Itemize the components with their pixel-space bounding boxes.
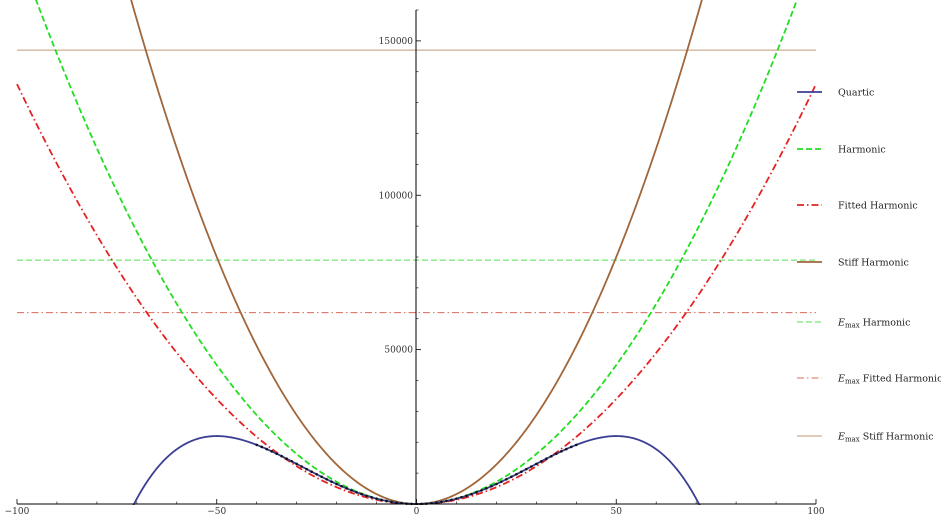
data-point <box>280 454 283 458</box>
data-point <box>525 467 528 471</box>
legend-label: Emax Stiff Harmonic <box>837 432 934 444</box>
legend-label: Quartic <box>838 88 874 99</box>
data-point <box>265 447 268 451</box>
data-point <box>500 480 503 483</box>
data-point <box>475 491 478 494</box>
data-point <box>335 482 338 486</box>
x-tick-label: 50 <box>611 507 623 517</box>
data-point <box>345 487 348 490</box>
data-point <box>285 457 288 461</box>
data-point <box>540 460 543 463</box>
data-point <box>545 457 548 461</box>
data-point <box>565 447 568 451</box>
data-point <box>320 475 323 479</box>
data-point <box>255 443 258 447</box>
data-point <box>390 500 393 504</box>
data-point <box>270 450 273 453</box>
data-point <box>465 494 468 498</box>
data-point <box>520 470 523 474</box>
data-point <box>355 491 358 494</box>
data-point <box>490 484 493 488</box>
legend-label: Fitted Harmonic <box>838 201 918 212</box>
data-point <box>305 467 308 471</box>
data-point <box>385 499 388 503</box>
x-tick-label: −100 <box>5 507 30 517</box>
data-point <box>325 477 328 481</box>
data-point <box>350 489 353 492</box>
data-point <box>395 501 398 504</box>
data-point <box>340 484 343 488</box>
data-point <box>300 465 303 468</box>
data-point <box>295 462 298 466</box>
data-point <box>555 452 558 456</box>
legend-label: Emax Fitted Harmonic <box>837 374 941 386</box>
data-point <box>445 499 448 503</box>
legend: Quartic Harmonic Fitted Harmonic Stiff Harm… <box>797 88 941 444</box>
data-point <box>380 498 383 502</box>
legend-label: Harmonic <box>838 145 886 156</box>
series-line-fitted-harmonic <box>16 83 817 505</box>
data-point <box>550 454 553 458</box>
data-point <box>370 496 373 499</box>
axes: −100 −50 0 50 100 50000 100000 150000 <box>5 9 825 517</box>
y-tick-label: 50000 <box>384 346 413 356</box>
y-tick-label: 150000 <box>379 37 414 47</box>
data-point <box>315 472 318 476</box>
data-point <box>330 480 333 483</box>
data-point <box>460 496 463 499</box>
data-point <box>290 460 293 463</box>
data-point <box>310 470 313 474</box>
data-point <box>515 472 518 476</box>
data-point <box>560 450 563 453</box>
data-point <box>570 445 573 449</box>
x-tick-label: −50 <box>207 507 226 517</box>
data-point <box>275 452 278 456</box>
x-tick-label: 100 <box>807 507 824 517</box>
legend-label: Emax Harmonic <box>837 318 910 330</box>
data-point <box>375 497 378 500</box>
legend-label: Stiff Harmonic <box>838 258 909 269</box>
data-point <box>260 445 263 449</box>
data-point <box>360 492 363 496</box>
data-point <box>575 443 578 447</box>
data-point <box>535 462 538 466</box>
data-point <box>495 482 498 486</box>
data-point <box>470 492 473 496</box>
data-point <box>455 497 458 500</box>
data-point <box>480 489 483 492</box>
data-point <box>485 487 488 490</box>
data-point <box>505 477 508 481</box>
data-point <box>440 500 443 504</box>
data-point <box>510 475 513 479</box>
data-point <box>450 498 453 502</box>
x-tick-label: 0 <box>414 507 420 517</box>
y-tick-label: 100000 <box>379 191 414 201</box>
data-point <box>435 501 438 504</box>
data-point <box>530 465 533 468</box>
data-point <box>365 494 368 498</box>
